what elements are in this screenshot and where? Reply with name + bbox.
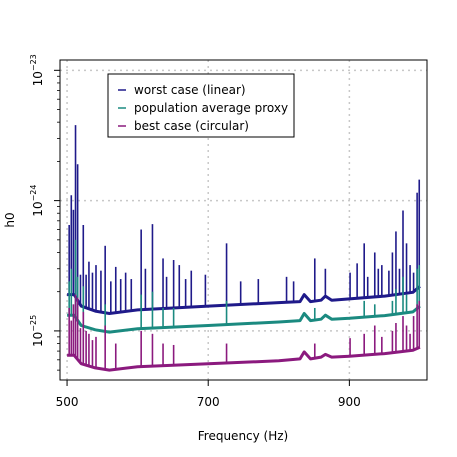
series-baseline	[67, 345, 421, 372]
x-axis-title: Frequency (Hz)	[198, 429, 289, 443]
series-layer	[67, 125, 421, 372]
plot-frame	[59, 59, 428, 381]
y-tick-label: 10−24	[29, 185, 45, 217]
y-tick-label: 10−25	[29, 315, 45, 347]
legend-label: population average proxy	[134, 101, 288, 115]
y-axis-title: h0	[3, 212, 17, 227]
x-tick-label: 700	[197, 395, 220, 409]
legend-box	[107, 73, 295, 138]
legend-label: best case (circular)	[134, 119, 249, 133]
series-baseline	[67, 304, 421, 334]
x-tick-label: 500	[56, 395, 79, 409]
legend-label: worst case (linear)	[134, 83, 246, 97]
legend: worst case (linear) population average pr…	[107, 73, 295, 138]
series-baseline	[67, 285, 421, 315]
series-3	[67, 294, 421, 372]
x-tick-label: 900	[338, 395, 361, 409]
y-tick-label: 10−23	[29, 54, 45, 86]
y-axis: 10−25 10−24 10−23	[29, 54, 60, 371]
series-1	[67, 125, 421, 315]
x-axis: 500 700 900	[56, 380, 361, 409]
